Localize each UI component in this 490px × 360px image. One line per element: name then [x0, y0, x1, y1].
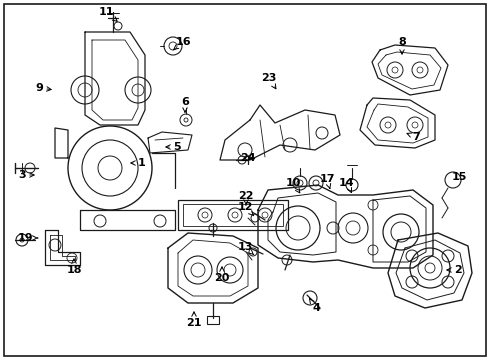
Text: 19: 19	[18, 233, 38, 243]
Text: 1: 1	[131, 158, 145, 168]
Text: 17: 17	[319, 174, 335, 189]
Text: 20: 20	[214, 267, 230, 283]
Text: 12: 12	[237, 202, 254, 216]
Text: 7: 7	[407, 132, 420, 142]
Bar	[178, 200, 288, 230]
Text: 24: 24	[240, 153, 256, 163]
Text: 16: 16	[173, 37, 191, 50]
Text: 15: 15	[451, 172, 466, 182]
Text: 13: 13	[237, 242, 254, 255]
Text: 10: 10	[285, 178, 301, 193]
Text: 3: 3	[18, 170, 34, 180]
Text: 14: 14	[339, 178, 355, 193]
Text: 6: 6	[181, 97, 189, 112]
Text: 9: 9	[35, 83, 51, 93]
Text: 2: 2	[447, 265, 462, 275]
Text: 4: 4	[310, 299, 320, 313]
Text: 21: 21	[186, 312, 202, 328]
Text: 8: 8	[398, 37, 406, 54]
Bar	[207, 316, 219, 324]
Text: 18: 18	[66, 259, 82, 275]
Text: 23: 23	[261, 73, 277, 89]
Bar	[183, 204, 283, 226]
Text: 11: 11	[98, 7, 117, 21]
Text: 5: 5	[166, 142, 181, 152]
Text: 22: 22	[238, 191, 254, 205]
